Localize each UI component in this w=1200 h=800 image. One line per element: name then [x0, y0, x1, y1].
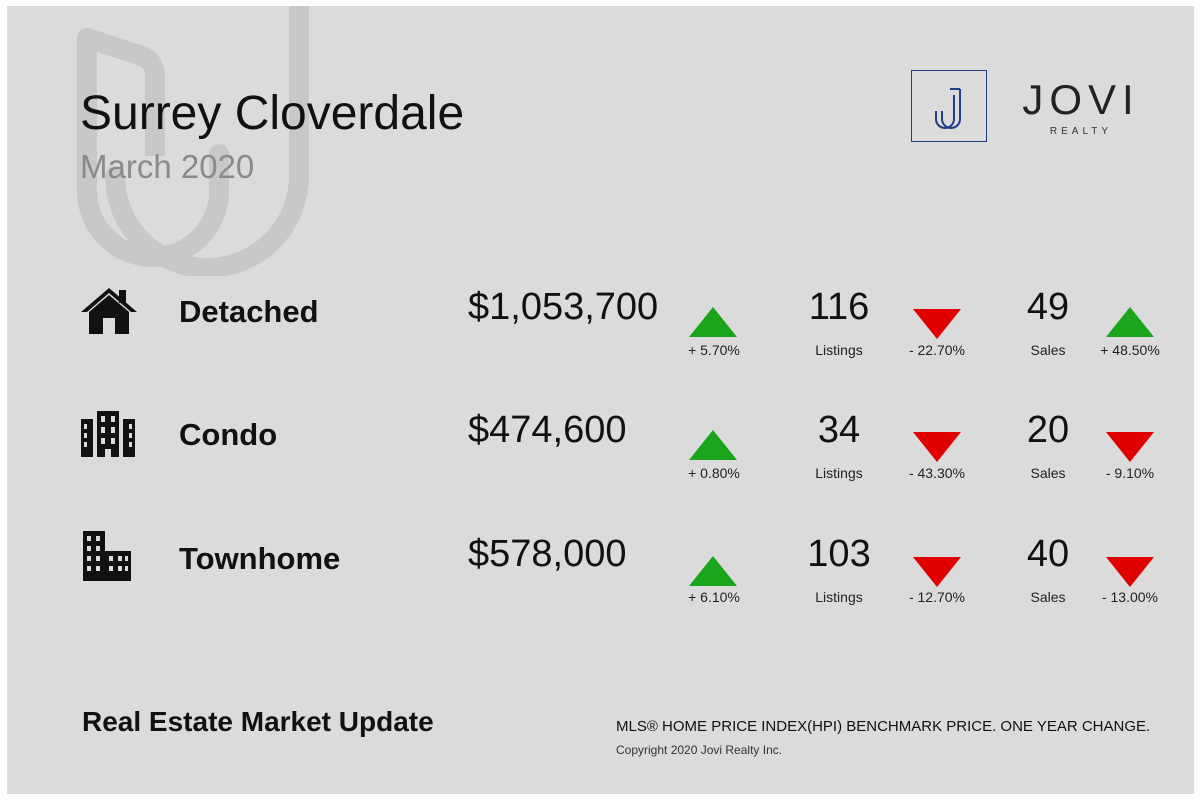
- jovi-j-watermark-icon: [77, 6, 309, 276]
- price-change: + 0.80%: [688, 465, 740, 481]
- townhome-buildings-icon: [79, 531, 139, 587]
- price-up-arrow-icon: [689, 556, 737, 586]
- brand-subtitle: REALTY: [1049, 126, 1113, 137]
- sales-label: Sales: [1030, 465, 1066, 481]
- sales-count: 40: [1026, 533, 1070, 575]
- property-type-label: Detached: [179, 294, 319, 329]
- page-subtitle: March 2020: [80, 148, 255, 185]
- benchmark-price: $1,053,700: [468, 286, 659, 328]
- listings-count: 116: [808, 286, 870, 328]
- sales-down-arrow-icon: [1106, 432, 1154, 462]
- sales-up-arrow-icon: [1106, 307, 1154, 337]
- listings-down-arrow-icon: [913, 432, 961, 462]
- copyright-text: Copyright 2020 Jovi Realty Inc.: [616, 743, 783, 757]
- listings-down-arrow-icon: [913, 557, 961, 587]
- sales-count: 20: [1026, 409, 1070, 451]
- listings-label: Listings: [815, 342, 863, 358]
- jovi-j-logo-icon: [911, 70, 987, 142]
- listings-change: - 43.30%: [908, 465, 966, 481]
- price-change: + 5.70%: [688, 342, 740, 358]
- listings-change: - 12.70%: [908, 589, 966, 605]
- sales-label: Sales: [1030, 589, 1066, 605]
- sales-label: Sales: [1030, 342, 1066, 358]
- footer-note: MLS® HOME PRICE INDEX(HPI) BENCHMARK PRI…: [616, 718, 1151, 735]
- property-type-label: Condo: [179, 417, 278, 452]
- listings-change: - 22.70%: [908, 342, 966, 358]
- benchmark-price: $474,600: [468, 409, 627, 451]
- benchmark-price: $578,000: [468, 533, 627, 575]
- listings-count: 103: [807, 533, 871, 575]
- condo-row: Condo $474,600 + 0.80% 34 Listings - 43.…: [7, 407, 1194, 517]
- market-update-card: Surrey Cloverdale March 2020 JOVI REALTY…: [7, 6, 1194, 794]
- listings-count: 34: [817, 409, 861, 451]
- brand-name: JOVI: [1022, 76, 1140, 123]
- listings-label: Listings: [815, 589, 863, 605]
- sales-change: - 9.10%: [1105, 465, 1155, 481]
- property-type-label: Townhome: [179, 541, 341, 576]
- condo-building-icon: [79, 407, 139, 463]
- detached-row: Detached $1,053,700 + 5.70% 116 Listings…: [7, 284, 1194, 394]
- sales-count: 49: [1026, 286, 1070, 328]
- listings-down-arrow-icon: [913, 309, 961, 339]
- price-change: + 6.10%: [688, 589, 740, 605]
- house-icon: [79, 284, 139, 340]
- footer-title: Real Estate Market Update: [82, 706, 434, 737]
- price-up-arrow-icon: [689, 307, 737, 337]
- sales-change: + 48.50%: [1100, 342, 1160, 358]
- sales-change: - 13.00%: [1101, 589, 1159, 605]
- page-title: Surrey Cloverdale: [80, 87, 465, 140]
- sales-down-arrow-icon: [1106, 557, 1154, 587]
- listings-label: Listings: [815, 465, 863, 481]
- townhome-row: Townhome $578,000 + 6.10% 103 Listings -…: [7, 531, 1194, 641]
- price-up-arrow-icon: [689, 430, 737, 460]
